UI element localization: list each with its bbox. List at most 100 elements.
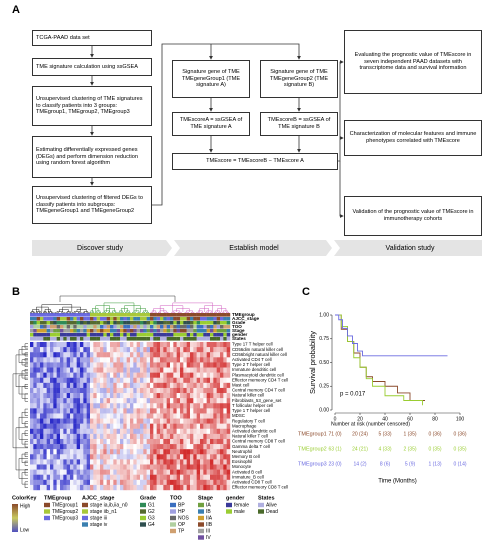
heatmap-cell — [173, 469, 177, 475]
heatmap-cell — [203, 464, 207, 470]
heatmap-cell — [110, 423, 114, 429]
heatmap-cell — [223, 342, 227, 348]
heatmap-cell — [50, 393, 54, 399]
heatmap-cell — [113, 408, 117, 414]
heatmap-cell — [183, 479, 187, 486]
annotation-cell — [70, 321, 74, 325]
annotation-cell — [80, 321, 84, 325]
heatmap-cell — [213, 474, 217, 480]
legend-swatch — [198, 515, 204, 521]
heatmap-cell — [196, 449, 201, 455]
heatmap-cell — [60, 413, 64, 419]
heatmap-cell — [46, 444, 51, 450]
heatmap-cell — [86, 372, 91, 378]
annotation-cell — [160, 337, 164, 341]
heatmap-cell — [150, 367, 154, 373]
heatmap-cell — [223, 454, 227, 460]
heatmap-cell — [143, 418, 147, 424]
annotation-cell — [146, 333, 151, 337]
heatmap-cell — [223, 367, 227, 373]
legend-label: III — [206, 528, 210, 534]
heatmap-cell — [150, 382, 154, 389]
heatmap-cell — [110, 342, 114, 348]
heatmap-cell — [53, 342, 57, 348]
heatmap-cell — [96, 347, 101, 353]
heatmap-cell — [210, 418, 214, 424]
heatmap-cell — [33, 449, 37, 455]
dendrogram-branch — [24, 375, 28, 380]
heatmap-cell — [63, 408, 67, 414]
heatmap-cell — [193, 362, 197, 368]
heatmap-cell — [210, 464, 214, 470]
heatmap-cell — [36, 464, 41, 470]
heatmap-cell — [76, 403, 81, 409]
heatmap-cell — [123, 398, 127, 404]
heatmap-cell — [123, 459, 127, 465]
heatmap-cell — [83, 393, 87, 399]
dendrogram-branch — [90, 310, 94, 312]
heatmap-cell — [156, 484, 161, 491]
heatmap-cell — [190, 382, 194, 389]
heatmap-cell — [170, 479, 174, 486]
heatmap-cell — [93, 454, 97, 460]
heatmap-cell — [126, 357, 131, 363]
heatmap-cell — [60, 398, 64, 404]
dendrogram-branch — [44, 309, 51, 312]
heatmap-cell — [143, 387, 147, 394]
annotation-cell — [196, 325, 201, 329]
annotation-cell — [36, 321, 41, 325]
annotation-cell — [56, 325, 61, 329]
heatmap-cell — [153, 459, 157, 465]
annotation-cell — [116, 317, 121, 321]
annotation-cell — [186, 313, 191, 317]
heatmap-cell — [30, 347, 34, 353]
heatmap-cell — [123, 377, 127, 384]
annotation-cell — [203, 329, 207, 333]
heatmap-cell — [60, 352, 64, 358]
heatmap-cell — [30, 367, 34, 373]
heatmap-cell — [100, 352, 104, 358]
heatmap-cell — [60, 372, 64, 378]
heatmap-cell — [213, 347, 217, 353]
heatmap-cell — [63, 438, 67, 445]
heatmap-cell — [226, 398, 231, 404]
heatmap-cell — [123, 433, 127, 440]
heatmap-cell — [136, 428, 141, 435]
heatmap-cell — [113, 418, 117, 424]
annotation-cell — [56, 313, 61, 317]
heatmap-cell — [143, 403, 147, 409]
heatmap-cell — [63, 393, 67, 399]
heatmap-cell — [83, 357, 87, 363]
heatmap-cell — [53, 367, 57, 373]
heatmap-cell — [130, 393, 134, 399]
heatmap-cell — [190, 423, 194, 429]
heatmap-cell — [73, 413, 77, 419]
annotation-cell — [126, 337, 131, 341]
annotation-cell — [226, 317, 231, 321]
heatmap-cell — [53, 428, 57, 435]
annotation-cell — [223, 337, 227, 341]
annotation-cell — [153, 325, 157, 329]
heatmap-cell — [166, 413, 171, 419]
heatmap-cell — [160, 367, 164, 373]
heatmap-cell — [80, 367, 84, 373]
heatmap-cell — [33, 342, 37, 348]
heatmap-cell — [33, 382, 37, 389]
heatmap-cell — [153, 347, 157, 353]
heatmap-cell — [50, 433, 54, 440]
heatmap-cell — [116, 413, 121, 419]
heatmap-cell — [40, 474, 44, 480]
heatmap-cell — [110, 449, 114, 455]
heatmap-cell — [113, 387, 117, 394]
heatmap-cell — [140, 403, 144, 409]
heatmap-cell — [110, 393, 114, 399]
heatmap-cell — [220, 464, 224, 470]
heatmap-cell — [153, 484, 157, 491]
heatmap-cell — [196, 357, 201, 363]
heatmap-cell — [146, 382, 151, 389]
heatmap-cell — [170, 352, 174, 358]
heatmap-cell — [103, 382, 107, 389]
heatmap-cell — [210, 352, 214, 358]
heatmap-cell — [226, 449, 231, 455]
heatmap-cell — [146, 398, 151, 404]
